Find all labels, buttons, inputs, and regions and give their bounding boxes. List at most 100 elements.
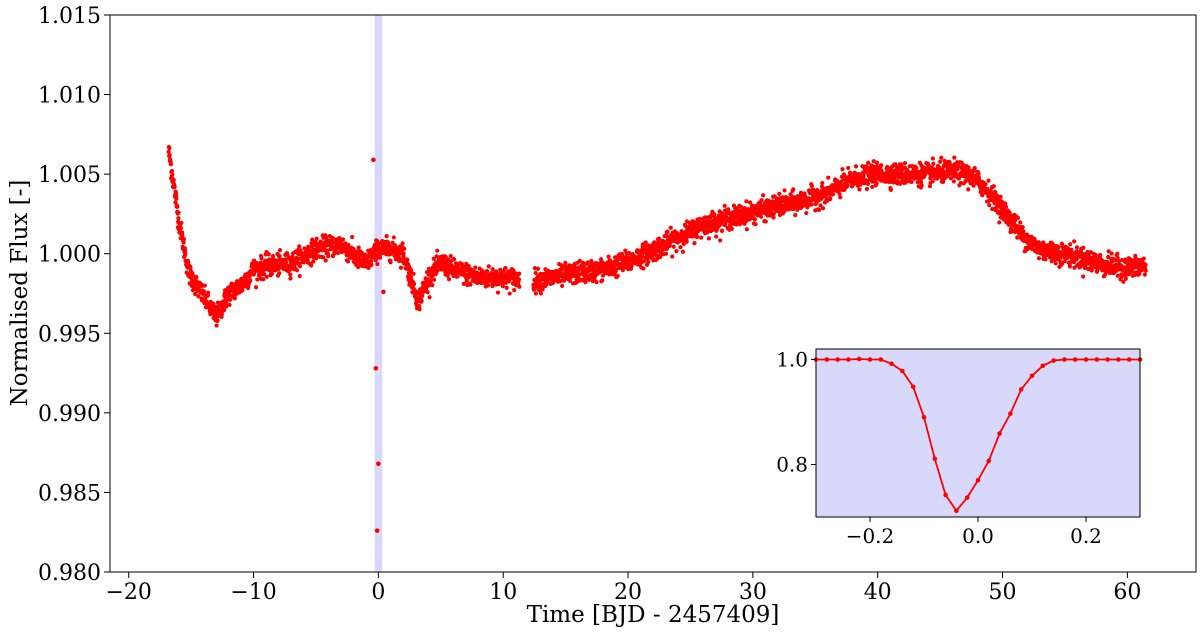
flux-point: [641, 266, 646, 271]
flux-point: [1137, 271, 1142, 276]
flux-point: [202, 283, 207, 288]
flux-point: [809, 202, 814, 207]
flux-point: [919, 183, 924, 188]
x-tick-label: −20: [106, 580, 152, 605]
transit-highlight-span: [374, 15, 383, 572]
flux-point: [533, 270, 538, 276]
flux-point: [176, 210, 181, 215]
flux-point: [398, 265, 403, 270]
flux-point: [326, 254, 331, 259]
flux-point: [712, 212, 717, 217]
flux-point: [172, 184, 177, 189]
flux-point: [761, 193, 766, 198]
flux-point: [516, 277, 522, 282]
flux-point: [737, 222, 742, 227]
flux-point: [1115, 251, 1120, 256]
flux-point: [759, 198, 764, 203]
flux-point: [865, 181, 871, 186]
x-tick-label: 0: [371, 580, 385, 605]
flux-point: [335, 250, 341, 256]
flux-point: [288, 276, 293, 281]
flux-point: [270, 254, 276, 259]
flux-point: [486, 264, 491, 269]
flux-points: [166, 144, 1148, 533]
flux-outlier-point: [374, 528, 380, 533]
flux-point: [227, 302, 232, 307]
inset-plot-background: [816, 349, 1140, 517]
flux-point: [1068, 242, 1073, 247]
flux-point: [706, 236, 712, 241]
flux-point: [321, 255, 326, 260]
flux-point: [221, 308, 227, 313]
flux-point: [1015, 235, 1020, 240]
flux-point: [938, 159, 943, 164]
y-tick-label: 1.005: [38, 163, 101, 188]
flux-point: [1095, 268, 1100, 274]
flux-point: [170, 172, 175, 177]
flux-point: [723, 221, 728, 226]
flux-point: [828, 196, 833, 202]
flux-point: [563, 260, 568, 265]
flux-point: [496, 282, 501, 287]
flux-point: [462, 269, 467, 275]
flux-point: [744, 199, 749, 204]
flux-point: [425, 289, 430, 295]
flux-point: [540, 287, 545, 292]
flux-point: [930, 179, 935, 184]
y-tick-label: 0.980: [38, 561, 101, 586]
inset-point: [1062, 357, 1067, 362]
flux-point: [183, 248, 188, 253]
flux-point: [306, 246, 311, 251]
flux-point: [613, 268, 618, 274]
flux-point: [857, 187, 862, 192]
flux-point: [1106, 249, 1111, 254]
flux-point: [681, 241, 686, 246]
flux-point: [866, 160, 871, 165]
flux-point: [1062, 258, 1067, 264]
inset-y-axis-ticks: 0.8 1.0: [776, 348, 816, 477]
flux-point: [885, 164, 890, 170]
flux-point: [1142, 272, 1147, 277]
flux-point: [297, 273, 302, 279]
flux-outlier-point: [381, 289, 386, 295]
inset-point: [878, 357, 884, 362]
flux-point: [902, 160, 908, 166]
flux-point: [640, 254, 645, 259]
flux-point: [931, 161, 936, 166]
flux-point: [1078, 264, 1083, 269]
inset-point: [910, 384, 916, 390]
flux-point: [777, 191, 782, 196]
flux-point: [461, 281, 466, 287]
flux-point: [356, 245, 361, 250]
x-tick-label: 30: [739, 580, 767, 605]
flux-point: [427, 295, 432, 300]
flux-point: [714, 234, 719, 239]
flux-point: [314, 236, 319, 241]
flux-point: [206, 290, 211, 295]
flux-point: [577, 272, 582, 277]
flux-point: [166, 149, 171, 154]
flux-outlier-point: [376, 461, 381, 467]
flux-point: [771, 211, 776, 216]
flux-point: [214, 323, 219, 328]
flux-point: [430, 283, 435, 288]
y-axis-label: Normalised Flux [-]: [7, 180, 33, 407]
flux-point: [763, 219, 768, 224]
flux-point: [232, 296, 237, 301]
flux-point: [255, 277, 260, 282]
y-tick-label: 0.985: [38, 481, 101, 506]
flux-point: [870, 184, 875, 190]
flux-point: [517, 271, 522, 276]
flux-point: [1008, 226, 1014, 231]
flux-point: [1141, 256, 1146, 261]
flux-point: [914, 166, 919, 171]
flux-point: [955, 163, 961, 169]
flux-point: [183, 251, 188, 257]
inset-point: [997, 431, 1002, 436]
flux-point: [535, 266, 541, 271]
flux-point: [1121, 279, 1126, 284]
inset-point: [846, 357, 851, 362]
flux-point: [176, 216, 181, 221]
inset-y-tick-label: 0.8: [776, 453, 808, 477]
